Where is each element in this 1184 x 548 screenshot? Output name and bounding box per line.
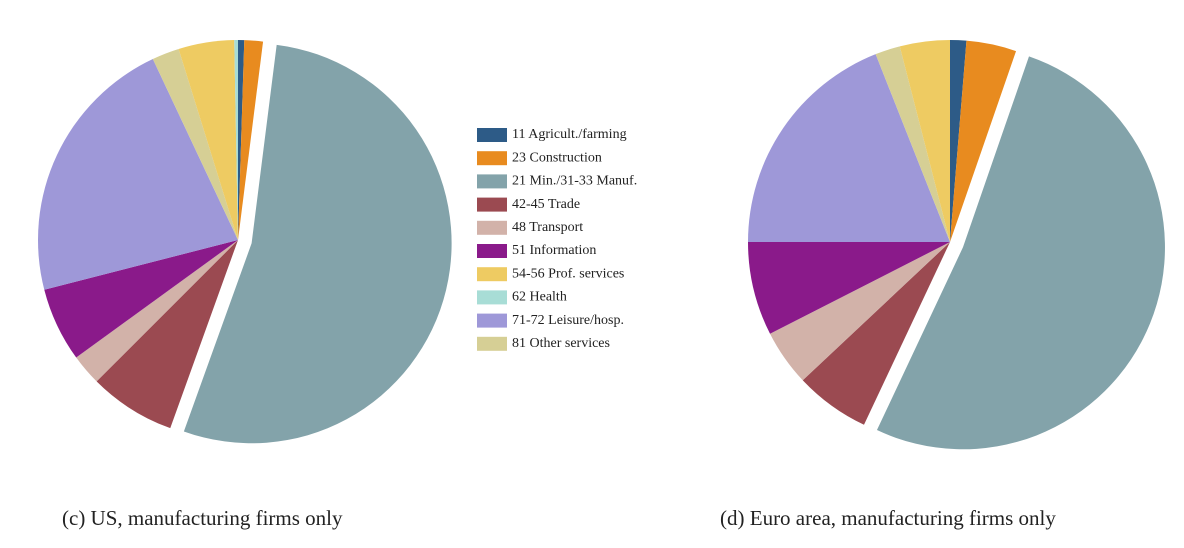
pie-slice — [747, 242, 950, 334]
pie-slice — [802, 242, 950, 425]
pie-slice — [876, 56, 1165, 450]
caption: (c) US, manufacturing firms only — [62, 506, 343, 530]
legend-swatch — [477, 336, 507, 351]
legend-label: 51 Information — [512, 243, 596, 258]
pie-slice — [76, 240, 239, 382]
pie-slice — [238, 40, 264, 240]
legend-swatch — [477, 128, 507, 142]
legend-label: 62 Health — [512, 290, 567, 305]
legend-label: 11 Agricult./farming — [512, 127, 627, 142]
pie-slice — [38, 59, 239, 290]
legend-label: 81 Other services — [512, 336, 610, 351]
legend-label: 21 Min./31-33 Manuf. — [512, 174, 637, 189]
pie-slice — [234, 40, 238, 240]
pie-slice — [770, 242, 950, 381]
legend-swatch — [477, 151, 507, 166]
legend-swatch — [477, 197, 507, 212]
pie-slice — [748, 54, 950, 242]
pie-slice — [950, 40, 1017, 243]
caption: (d) Euro area, manufacturing firms only — [720, 506, 1056, 530]
legend-label: 54-56 Prof. services — [512, 266, 624, 281]
pie-slice — [178, 40, 238, 241]
pie-slice — [899, 40, 950, 242]
legend-swatch — [477, 174, 507, 189]
legend-label: 42-45 Trade — [512, 197, 580, 212]
legend-label: 71-72 Leisure/hosp. — [512, 313, 624, 328]
pie-slice — [238, 40, 245, 240]
legend-swatch — [477, 267, 507, 282]
pie-slice — [875, 46, 950, 242]
pie-slice — [96, 240, 238, 429]
legend-label: 23 Construction — [512, 150, 602, 165]
pie-slice — [44, 240, 238, 358]
pie-slice — [183, 44, 452, 444]
legend-swatch — [477, 220, 507, 235]
legend-swatch — [477, 313, 507, 328]
legend-label: 48 Transport — [512, 220, 583, 235]
legend-swatch — [477, 244, 507, 258]
pie-slice — [152, 49, 238, 240]
legend-swatch — [477, 290, 507, 305]
pie-slice — [950, 40, 967, 242]
